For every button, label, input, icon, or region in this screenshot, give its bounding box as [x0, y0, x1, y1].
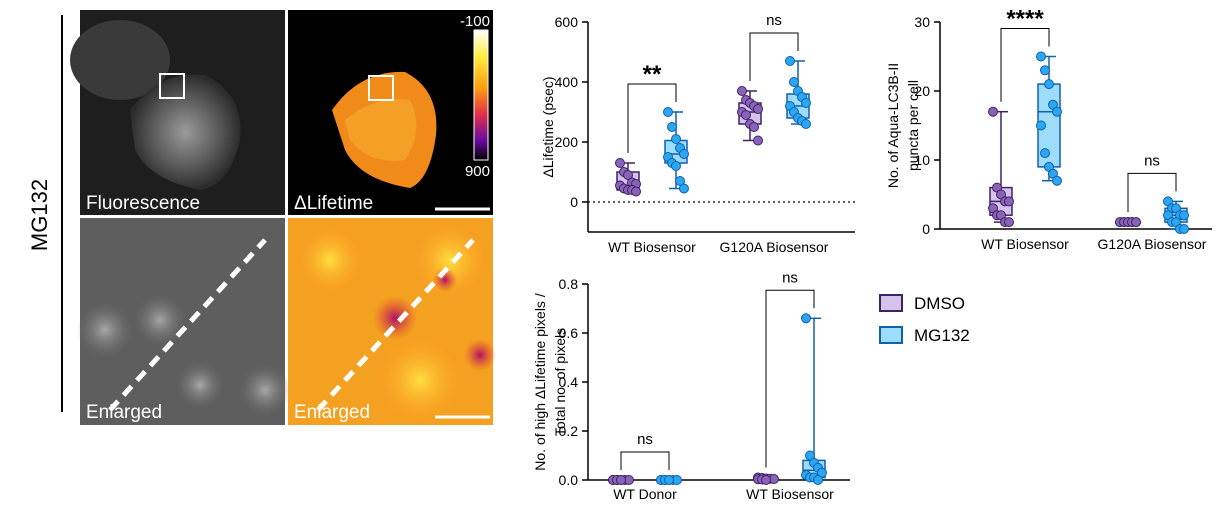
data-point [1044, 79, 1054, 90]
significance-bracket [1000, 28, 1050, 102]
data-point [615, 158, 625, 168]
data-point [1131, 217, 1141, 228]
data-point [1179, 210, 1189, 221]
data-point [679, 183, 689, 194]
significance-bracket [749, 32, 799, 81]
significance-bracket [627, 83, 677, 153]
x-tick-label: WT Donor [613, 486, 677, 502]
data-point [749, 122, 759, 132]
data-point [1004, 217, 1014, 228]
significance-label: ns [637, 431, 653, 448]
data-point [801, 119, 811, 129]
y-tick-label: 0.0 [559, 472, 579, 488]
x-tick-label: WT Biosensor [746, 486, 834, 502]
row-label: MG132 [27, 179, 52, 251]
data-point [1040, 148, 1050, 159]
panel-label: Enlarged [294, 402, 370, 423]
data-point [813, 475, 823, 485]
line-scan [316, 238, 475, 412]
data-point [671, 134, 681, 144]
significance-label: ** [643, 61, 662, 88]
data-point [1052, 106, 1062, 117]
y-axis-label: No. of Aqua-LC3B-II [885, 63, 901, 188]
blob [375, 335, 465, 425]
data-point [789, 77, 799, 87]
y-tick-label: 0 [922, 221, 930, 237]
y-tick-label: 20 [914, 83, 930, 99]
data-point [664, 475, 674, 485]
panel-label: Fluorescence [86, 193, 200, 214]
y-tick-label: 0 [570, 194, 578, 210]
data-point [988, 106, 998, 117]
image-bg [70, 20, 170, 100]
data-point [1179, 224, 1189, 234]
significance-label: ns [1144, 152, 1160, 169]
significance-bracket [620, 451, 670, 470]
y-tick-label: 400 [555, 74, 579, 90]
colorbar-label: -100 [460, 13, 490, 30]
legend-label: MG132 [914, 326, 970, 345]
colorbar [473, 29, 489, 161]
blob [464, 339, 496, 371]
data-point [1040, 65, 1050, 76]
data-point [753, 104, 763, 114]
significance-label: ns [766, 12, 782, 29]
panel-label: Enlarged [86, 402, 162, 423]
roi-box [368, 75, 394, 101]
data-point [631, 186, 641, 197]
data-point [1052, 175, 1062, 186]
blob [77, 302, 133, 358]
significance-bracket [1127, 172, 1177, 213]
blob [239, 364, 291, 416]
data-point [667, 122, 677, 132]
y-tick-label: 0.6 [559, 325, 579, 341]
y-axis-label: puncta per cell [905, 80, 921, 171]
x-tick-label: G120A Biosensor [1098, 236, 1207, 252]
data-point [663, 107, 673, 117]
y-tick-label: 0.2 [559, 423, 579, 439]
significance-label: ns [782, 269, 798, 286]
line-scan [108, 238, 267, 412]
data-point [616, 475, 626, 485]
significance-label: **** [1006, 6, 1044, 33]
data-point [801, 98, 811, 108]
y-axis-label: No. of high ΔLifetime pixels / [532, 293, 548, 471]
data-point [1036, 120, 1046, 131]
blob [176, 361, 224, 409]
data-point [737, 86, 747, 96]
x-tick-label: G120A Biosensor [720, 239, 829, 255]
y-axis-label: Total no. of pixels [552, 328, 568, 436]
x-tick-label: WT Biosensor [981, 236, 1069, 252]
data-point [801, 313, 811, 324]
legend-swatch [879, 326, 903, 344]
x-tick-label: WT Biosensor [608, 239, 696, 255]
blob [295, 225, 365, 295]
roi-box [159, 73, 185, 99]
panel-label: ΔLifetime [294, 193, 373, 214]
y-tick-label: 600 [555, 14, 579, 30]
colorbar-label: 900 [465, 163, 490, 180]
data-point [741, 110, 751, 120]
blob [134, 294, 186, 346]
legend-swatch [879, 294, 903, 312]
significance-bracket [765, 289, 815, 468]
data-point [761, 475, 771, 485]
y-tick-label: 0.8 [559, 276, 579, 292]
y-tick-label: 0.4 [559, 374, 579, 390]
data-point [785, 56, 795, 66]
y-tick-label: 10 [914, 152, 930, 168]
blob [373, 296, 417, 340]
y-tick-label: 200 [555, 134, 579, 150]
y-tick-label: 30 [914, 14, 930, 30]
y-axis-label: ΔLifetime (psec) [540, 76, 556, 177]
data-point [1004, 196, 1014, 207]
legend-label: DMSO [914, 294, 965, 313]
data-point [679, 149, 689, 159]
data-point [671, 161, 681, 171]
cell [130, 74, 241, 190]
data-point [753, 135, 763, 146]
cell-tone [345, 99, 417, 161]
data-point [1036, 51, 1046, 62]
